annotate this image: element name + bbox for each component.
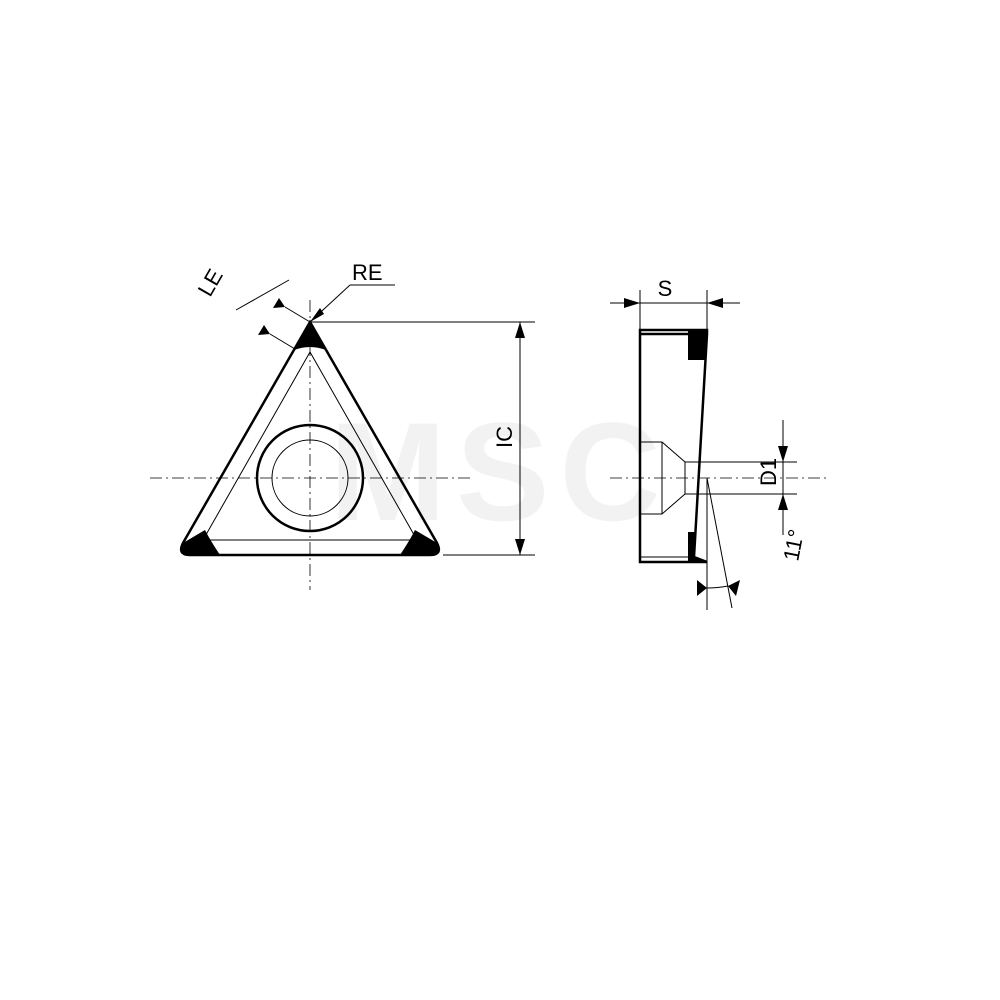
technical-drawing: MSC RE LE (0, 0, 1000, 1000)
side-tip-top (688, 330, 707, 360)
label-s: S (658, 276, 673, 301)
le-dimension: LE (193, 265, 310, 349)
label-le: LE (193, 265, 228, 301)
watermark: MSC (329, 393, 670, 550)
label-d1: D1 (756, 458, 781, 486)
label-angle: 11° (778, 527, 809, 563)
label-ic: IC (492, 426, 517, 448)
re-leader: RE (310, 260, 395, 322)
s-dimension: S (610, 276, 740, 330)
label-re: RE (352, 260, 383, 285)
angle-dimension: 11° (697, 478, 809, 610)
